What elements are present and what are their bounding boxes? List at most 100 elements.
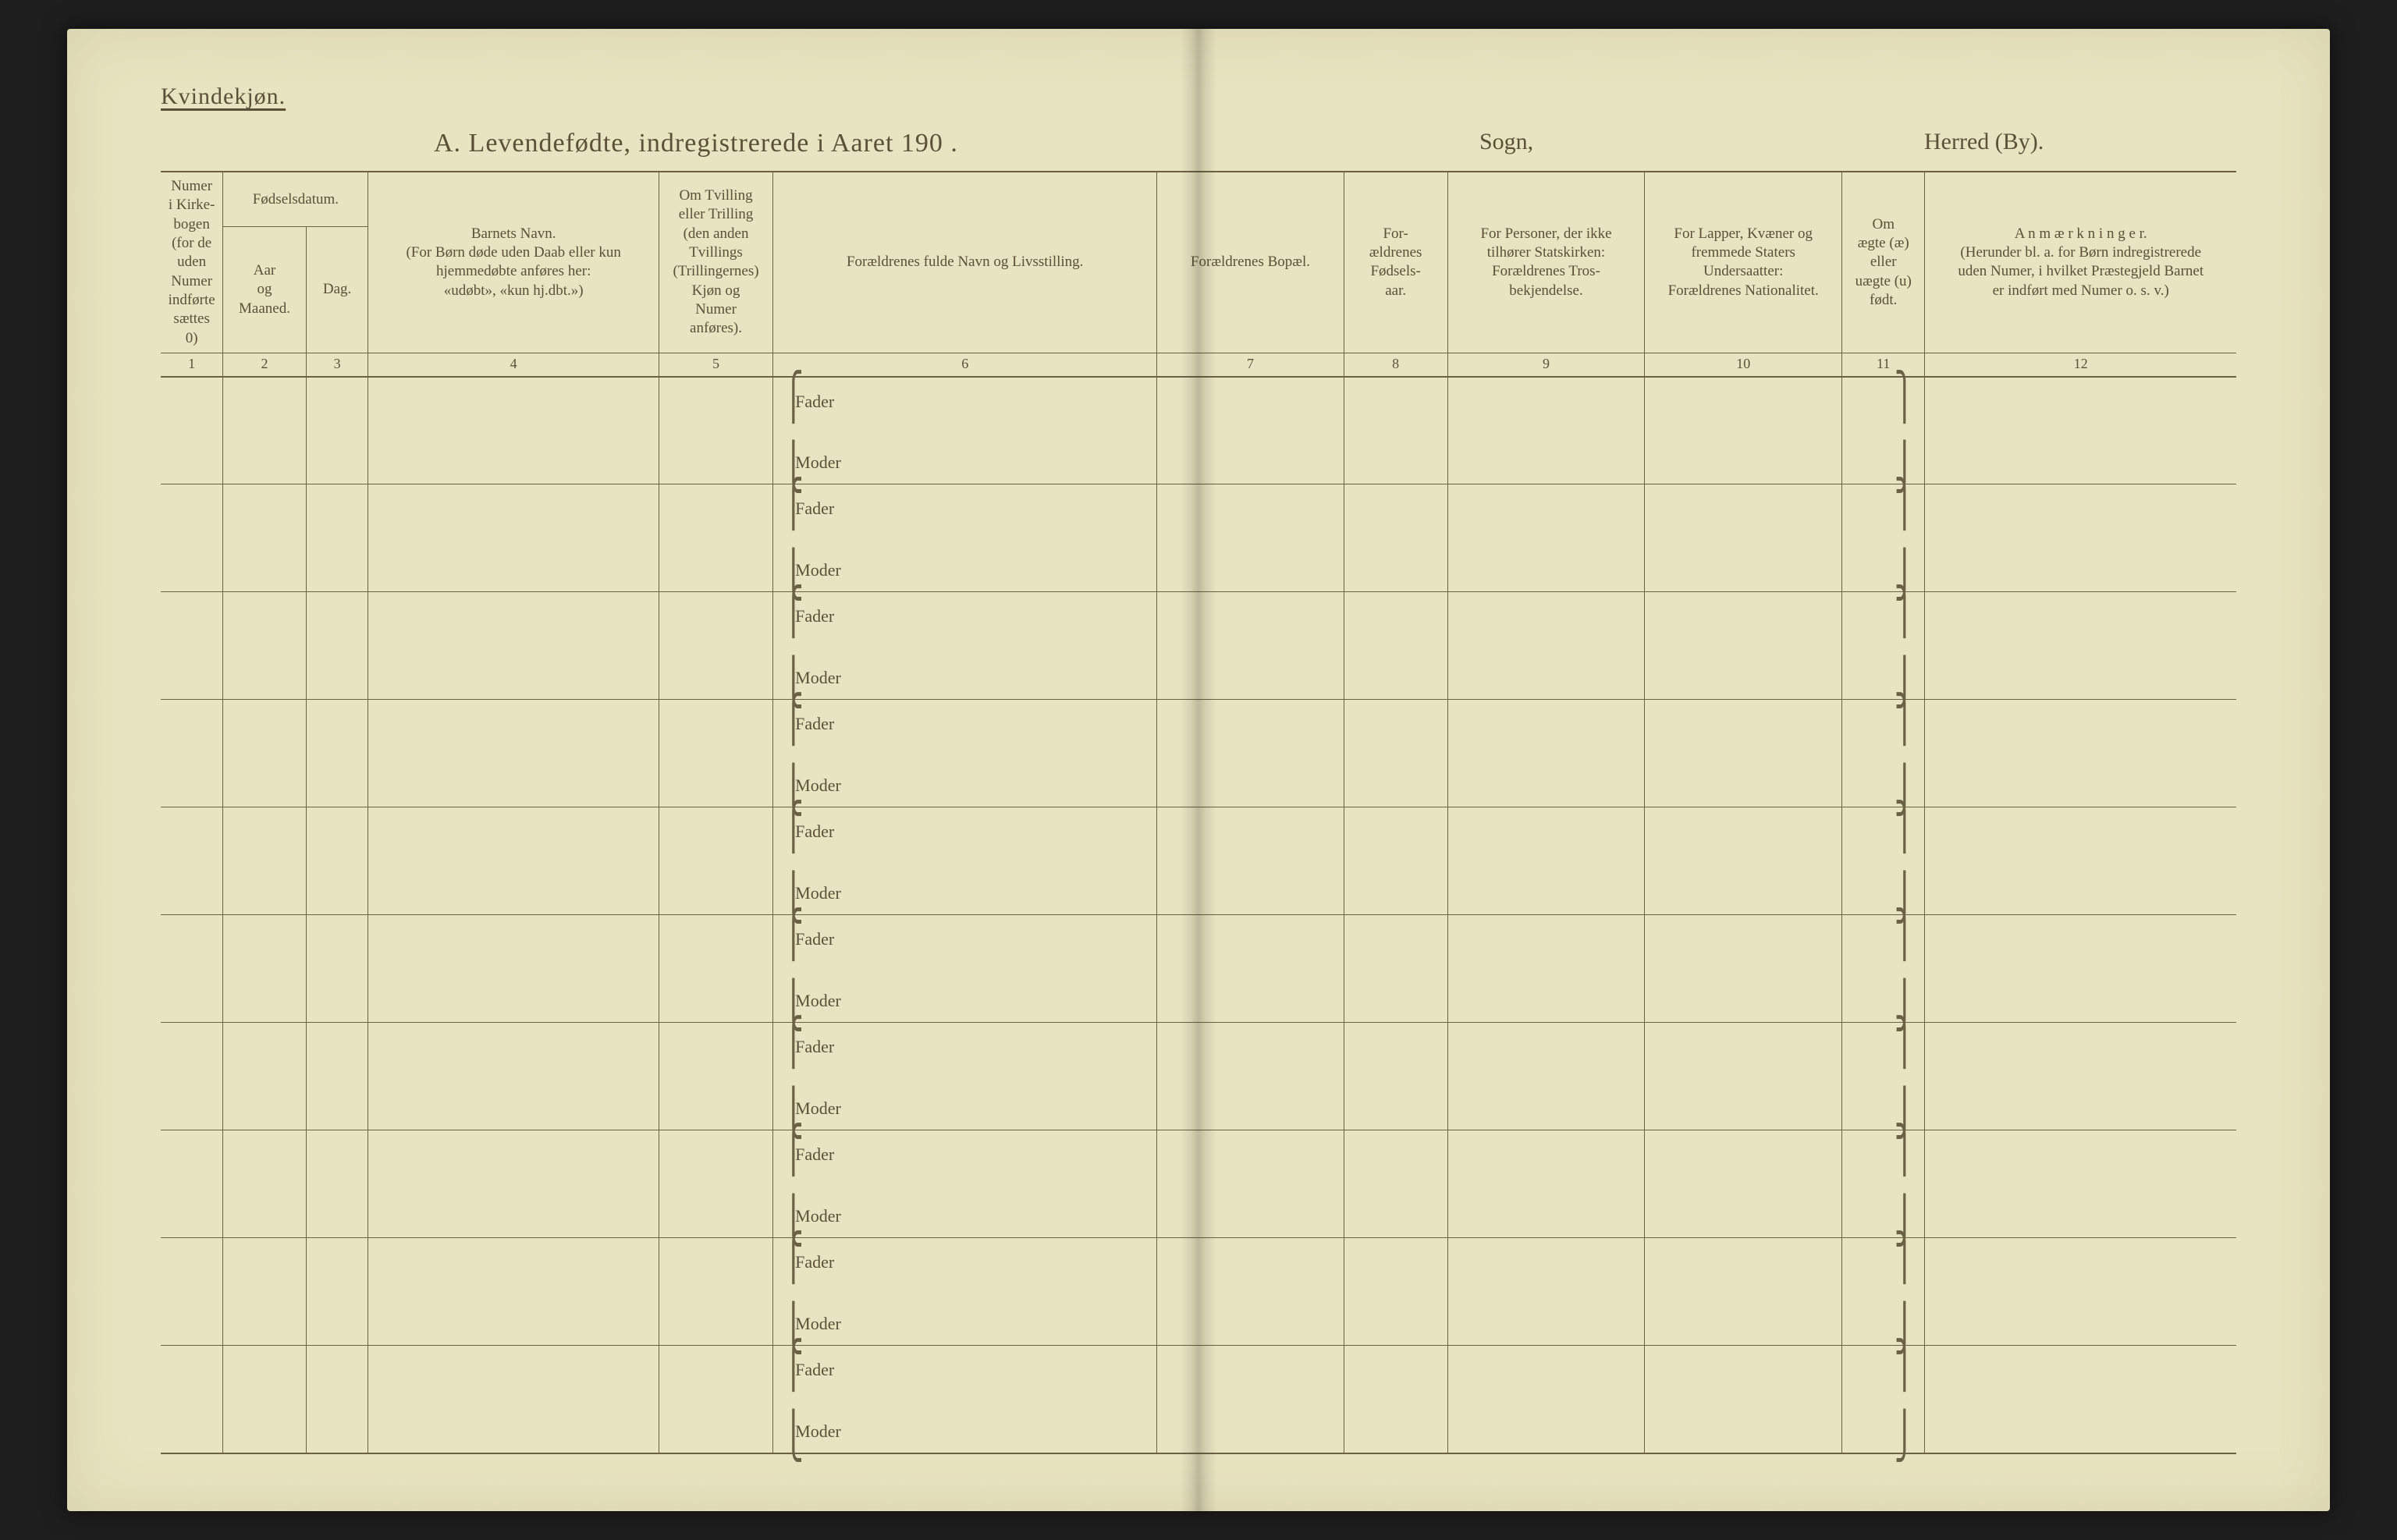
table-cell [1157, 1130, 1344, 1238]
table-cell [1925, 1346, 2236, 1453]
scan-wrapper: Kvindekjøn. A. Levendefødte, indregistre… [0, 0, 2397, 1540]
table-cell: ⎧Fader⎩Moder [773, 484, 1157, 592]
brace-icon: ⎫ [1895, 804, 1915, 850]
table-cell [659, 1238, 772, 1346]
title-main: A. Levendefødte, indregistrerede i Aaret… [434, 129, 958, 158]
parents-cell: ⎧Fader⎩Moder [773, 592, 1156, 699]
parents-cell: ⎧Fader⎩Moder [773, 807, 1156, 914]
table-cell [1157, 807, 1344, 915]
table-cell [306, 592, 368, 700]
title-herred: Herred (By). [1924, 129, 2044, 155]
label-moder: Moder [795, 991, 841, 1011]
table-cell [1645, 807, 1842, 915]
colnum-6: 6 [773, 353, 1157, 377]
brace-icon: ⎫ [1895, 697, 1915, 742]
parents-cell: ⎧Fader⎩Moder [773, 1130, 1156, 1237]
table-cell: ⎫⎭ [1842, 592, 1925, 700]
table-cell [368, 484, 659, 592]
title-row: A. Levendefødte, indregistrerede i Aaret… [161, 124, 2236, 168]
table-cell [223, 807, 306, 915]
table-cell: ⎫⎭ [1842, 1130, 1925, 1238]
label-fader: Fader [795, 1360, 834, 1380]
brace-icon: ⎫ [1895, 1127, 1915, 1173]
table-row: ⎧Fader⎩Moder⎫⎭ [161, 700, 2236, 807]
parents-cell: ⎧Fader⎩Moder [773, 484, 1156, 591]
table-row: ⎧Fader⎩Moder ⎫⎭ [161, 377, 2236, 484]
parents-cell: ⎧Fader⎩Moder [773, 1238, 1156, 1345]
table-cell [1344, 915, 1447, 1023]
table-cell [1447, 1346, 1645, 1453]
table-cell [223, 915, 306, 1023]
table-cell [223, 1346, 306, 1453]
table-cell: ⎫⎭ [1842, 484, 1925, 592]
col-header-1: Numeri Kirke-bogen(for deudenNumerindfør… [161, 172, 223, 353]
table-cell: ⎧Fader⎩Moder [773, 807, 1157, 915]
table-cell [368, 1023, 659, 1130]
table-cell [306, 1346, 368, 1453]
table-cell [161, 377, 223, 484]
table-row: ⎧Fader⎩Moder⎫⎭ [161, 1238, 2236, 1346]
table-cell [1344, 377, 1447, 484]
col-header-5: Om Tvillingeller Trilling(den andenTvill… [659, 172, 772, 353]
table-cell [368, 807, 659, 915]
table-cell [1157, 377, 1344, 484]
table-cell [223, 592, 306, 700]
table-cell [306, 484, 368, 592]
corner-label: Kvindekjøn. [161, 83, 2236, 110]
table-cell [223, 1023, 306, 1130]
label-moder: Moder [795, 1098, 841, 1119]
label-moder: Moder [795, 560, 841, 580]
label-moder: Moder [795, 1314, 841, 1334]
table-cell [306, 700, 368, 807]
brace-icon: ⎫ [1895, 1020, 1915, 1065]
table-cell [1925, 1238, 2236, 1346]
table-cell [1447, 1238, 1645, 1346]
aegte-cell: ⎫⎭ [1842, 378, 1924, 484]
label-fader: Fader [795, 1037, 834, 1057]
table-row: ⎧Fader⎩Moder⎫⎭ [161, 1023, 2236, 1130]
colnum-7: 7 [1157, 353, 1344, 377]
table-cell: ⎫⎭ [1842, 807, 1925, 915]
table-cell [1645, 592, 1842, 700]
colnum-9: 9 [1447, 353, 1645, 377]
brace-icon: ⎫ [1895, 1235, 1915, 1280]
table-cell [1925, 377, 2236, 484]
table-cell: ⎧Fader⎩Moder [773, 1238, 1157, 1346]
table-cell [1344, 592, 1447, 700]
table-cell [161, 1346, 223, 1453]
brace-icon: ⎫ [1895, 374, 1915, 420]
table-cell [1645, 1023, 1842, 1130]
table-cell [1645, 1238, 1842, 1346]
table-cell [1157, 915, 1344, 1023]
parents-cell: ⎧Fader⎩Moder [773, 378, 1156, 484]
table-body: ⎧Fader⎩Moder⎫⎭⎧Fader⎩Moder⎫⎭⎧Fader⎩Moder… [161, 377, 2236, 1453]
table-cell [1344, 1346, 1447, 1453]
table-cell [659, 807, 772, 915]
aegte-cell: ⎫⎭ [1842, 1130, 1924, 1237]
table-cell [223, 1238, 306, 1346]
table-cell: ⎧Fader⎩Moder [773, 1346, 1157, 1453]
table-cell [223, 484, 306, 592]
table-cell: ⎫⎭ [1842, 1346, 1925, 1453]
table-cell [1447, 807, 1645, 915]
table-cell [1925, 807, 2236, 915]
table-cell [368, 915, 659, 1023]
ledger-table: Numeri Kirke-bogen(for deudenNumerindfør… [161, 171, 2236, 1454]
label-moder: Moder [795, 775, 841, 796]
col-header-6: Forældrenes fulde Navn og Livsstilling. [773, 172, 1157, 353]
colnum-4: 4 [368, 353, 659, 377]
label-fader: Fader [795, 499, 834, 519]
table-cell [306, 807, 368, 915]
table-cell: ⎫⎭ [1842, 915, 1925, 1023]
table-cell [1447, 484, 1645, 592]
table-cell: ⎧Fader⎩Moder [773, 377, 1157, 484]
col-header-group-fodselsdatum: Fødselsdatum. [223, 172, 368, 227]
table-cell [1925, 1130, 2236, 1238]
table-cell [1157, 484, 1344, 592]
colnum-12: 12 [1925, 353, 2236, 377]
colnum-1: 1 [161, 353, 223, 377]
aegte-cell: ⎫⎭ [1842, 807, 1924, 914]
brace-icon: ⎭ [1895, 1414, 1915, 1459]
table-cell [1925, 1023, 2236, 1130]
table-cell: ⎧Fader⎩Moder [773, 1130, 1157, 1238]
